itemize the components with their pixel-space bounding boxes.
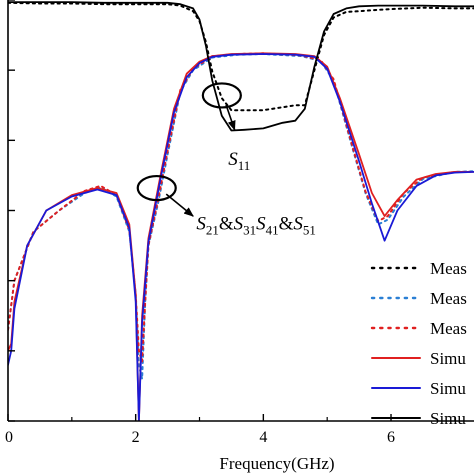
legend: Meas Meas Meas Simu Simu Simu bbox=[370, 259, 467, 428]
legend-label-1: Meas bbox=[430, 259, 467, 278]
annotation-label-1: S11​ bbox=[228, 149, 250, 173]
axes: 0 2 4 6 bbox=[5, 0, 474, 446]
x-tick-label-1: 0 bbox=[5, 429, 13, 446]
annotation-arrow-2 bbox=[165, 193, 194, 217]
series-line-6 bbox=[8, 1, 474, 132]
series-line-4 bbox=[8, 52, 474, 421]
legend-label-5: Simu bbox=[430, 379, 466, 398]
legend-label-4: Simu bbox=[430, 349, 466, 368]
annotation-ellipse-1 bbox=[201, 82, 242, 109]
series-layer bbox=[8, 1, 474, 421]
series-line-5 bbox=[8, 53, 474, 421]
annotation-label-2: S21​&S31​S41​&S51​ bbox=[196, 213, 316, 237]
x-axis-label: Frequency(GHz) bbox=[219, 454, 334, 473]
legend-label-2: Meas bbox=[430, 289, 467, 308]
legend-label-3: Meas bbox=[430, 319, 467, 338]
annotation-arrow-1 bbox=[225, 104, 236, 131]
legend-label-6: Simu bbox=[430, 409, 466, 428]
series-line-1 bbox=[8, 1, 474, 112]
annotation-ellipse-2 bbox=[136, 174, 177, 202]
x-tick-label-2: 2 bbox=[132, 429, 140, 446]
x-tick-label-4: 6 bbox=[387, 429, 395, 446]
legend-background bbox=[364, 254, 474, 440]
annotation-layer: S11​ S21​&S31​S41​&S51​ bbox=[136, 82, 316, 237]
x-tick-label-3: 4 bbox=[259, 429, 267, 446]
